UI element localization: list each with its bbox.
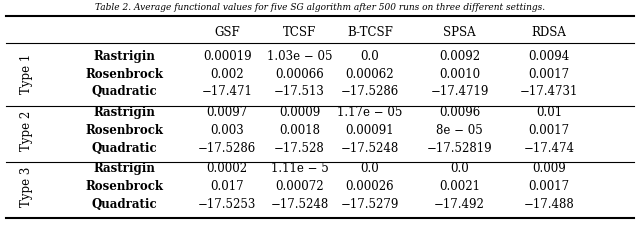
Text: −17.5286: −17.5286 xyxy=(198,141,257,154)
Text: −17.474: −17.474 xyxy=(524,141,575,154)
Text: 0.0097: 0.0097 xyxy=(207,106,248,119)
Text: SPSA: SPSA xyxy=(444,26,476,39)
Text: 0.0: 0.0 xyxy=(450,162,469,175)
Text: −17.513: −17.513 xyxy=(274,85,325,98)
Text: 0.009: 0.009 xyxy=(532,162,566,175)
Text: −17.488: −17.488 xyxy=(524,197,575,210)
Text: Rosenbrock: Rosenbrock xyxy=(86,67,164,80)
Text: 0.0002: 0.0002 xyxy=(207,162,248,175)
Text: 0.002: 0.002 xyxy=(211,67,244,80)
Text: 1.11e − 5: 1.11e − 5 xyxy=(271,162,328,175)
Text: 0.0096: 0.0096 xyxy=(439,106,480,119)
Text: −17.5248: −17.5248 xyxy=(270,197,329,210)
Text: Quadratic: Quadratic xyxy=(92,85,157,98)
Text: 0.00026: 0.00026 xyxy=(346,179,394,192)
Text: 0.01: 0.01 xyxy=(536,106,562,119)
Text: 1.17e − 05: 1.17e − 05 xyxy=(337,106,403,119)
Text: 0.0017: 0.0017 xyxy=(529,179,570,192)
Text: Quadratic: Quadratic xyxy=(92,197,157,210)
Text: −17.471: −17.471 xyxy=(202,85,253,98)
Text: GSF: GSF xyxy=(214,26,240,39)
Text: 0.0018: 0.0018 xyxy=(279,123,320,136)
Text: −17.4719: −17.4719 xyxy=(430,85,489,98)
Text: −17.5253: −17.5253 xyxy=(198,197,257,210)
Text: 0.003: 0.003 xyxy=(211,123,244,136)
Text: 0.0: 0.0 xyxy=(360,49,380,62)
Text: 0.00062: 0.00062 xyxy=(346,67,394,80)
Text: Rastrigin: Rastrigin xyxy=(94,162,156,175)
Text: −17.5279: −17.5279 xyxy=(340,197,399,210)
Text: 0.0094: 0.0094 xyxy=(529,49,570,62)
Text: B-TCSF: B-TCSF xyxy=(347,26,393,39)
Text: 0.0: 0.0 xyxy=(360,162,380,175)
Text: 0.0021: 0.0021 xyxy=(439,179,480,192)
Text: 0.0009: 0.0009 xyxy=(279,106,320,119)
Text: Rosenbrock: Rosenbrock xyxy=(86,123,164,136)
Text: 0.00072: 0.00072 xyxy=(275,179,324,192)
Text: Type 2: Type 2 xyxy=(20,110,33,150)
Text: Rastrigin: Rastrigin xyxy=(94,49,156,62)
Text: −17.5286: −17.5286 xyxy=(340,85,399,98)
Text: −17.52819: −17.52819 xyxy=(427,141,492,154)
Text: 1.03e − 05: 1.03e − 05 xyxy=(267,49,332,62)
Text: 0.0010: 0.0010 xyxy=(439,67,480,80)
Text: −17.492: −17.492 xyxy=(434,197,485,210)
Text: Rastrigin: Rastrigin xyxy=(94,106,156,119)
Text: −17.4731: −17.4731 xyxy=(520,85,579,98)
Text: Quadratic: Quadratic xyxy=(92,141,157,154)
Text: 8e − 05: 8e − 05 xyxy=(436,123,483,136)
Text: 0.0017: 0.0017 xyxy=(529,67,570,80)
Text: Type 1: Type 1 xyxy=(20,54,33,94)
Text: −17.5248: −17.5248 xyxy=(340,141,399,154)
Text: 0.0017: 0.0017 xyxy=(529,123,570,136)
Text: 0.00019: 0.00019 xyxy=(203,49,252,62)
Text: TCSF: TCSF xyxy=(283,26,316,39)
Text: −17.528: −17.528 xyxy=(274,141,325,154)
Text: Type 3: Type 3 xyxy=(20,166,33,206)
Text: 0.017: 0.017 xyxy=(211,179,244,192)
Text: 0.0092: 0.0092 xyxy=(439,49,480,62)
Text: 0.00091: 0.00091 xyxy=(346,123,394,136)
Text: RDSA: RDSA xyxy=(532,26,566,39)
Text: Table 2. Average functional values for five SG algorithm after 500 runs on three: Table 2. Average functional values for f… xyxy=(95,3,545,12)
Text: Rosenbrock: Rosenbrock xyxy=(86,179,164,192)
Text: 0.00066: 0.00066 xyxy=(275,67,324,80)
